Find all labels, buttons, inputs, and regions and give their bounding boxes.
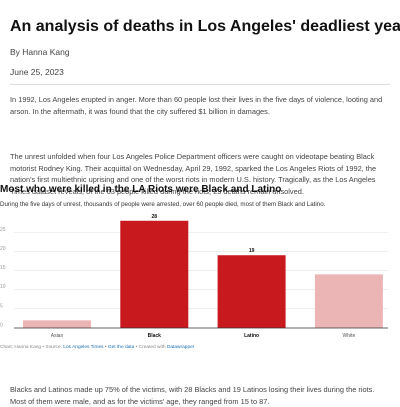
article-paragraph-2: The unrest unfolded when four Los Angele… (10, 152, 377, 196)
y-tick-label: 10 (0, 284, 6, 290)
x-tick-label-asian: Asian (51, 333, 64, 339)
y-tick-label: 15 (0, 265, 6, 271)
chart-headline: Most who were killed in the LA Riots wer… (0, 184, 282, 195)
created-with-text: • Created with (134, 345, 167, 350)
bar-chart: 0 5 10 15 20 25 Asian Black 28 Latino 19 White (0, 214, 388, 339)
header-divider (10, 84, 390, 85)
article-date: June 25, 2023 (10, 67, 64, 77)
chart-description: During the five days of unrest, thousand… (0, 201, 326, 208)
bar-black (120, 220, 189, 328)
x-tick-label-latino: Latino (244, 333, 259, 339)
y-tick-label: 20 (0, 246, 6, 252)
get-data-link[interactable]: Get the data (107, 345, 135, 350)
source-separator: • (103, 345, 108, 350)
x-tick-label-white: White (343, 333, 356, 339)
source-prefix: Chart: Hanna Kang • Source: (0, 345, 64, 350)
article-byline: By Hanna Kang (10, 47, 70, 57)
x-tick-label-black: Black (148, 333, 162, 339)
article-title: An analysis of deaths in Los Angeles' de… (10, 18, 400, 35)
chart-source-line: Chart: Hanna Kang • Source: Los Angeles … (0, 345, 194, 350)
article-paragraph-1: In 1992, Los Angeles erupted in anger. M… (10, 95, 383, 116)
data-label-black: 28 (152, 214, 158, 220)
y-tick-label: 5 (0, 303, 3, 309)
source-link[interactable]: Los Angeles Times (63, 345, 104, 350)
bar-white (314, 274, 383, 328)
y-tick-label: 0 (0, 323, 3, 329)
bar-latino (217, 255, 286, 328)
y-tick-label: 25 (0, 227, 6, 233)
datawrapper-link[interactable]: Datawrapper (166, 345, 195, 350)
bar-asian (23, 320, 91, 328)
article-paragraph-3: Blacks and Latinos made up 75% of the vi… (10, 385, 375, 406)
data-label-latino: 19 (249, 248, 255, 254)
